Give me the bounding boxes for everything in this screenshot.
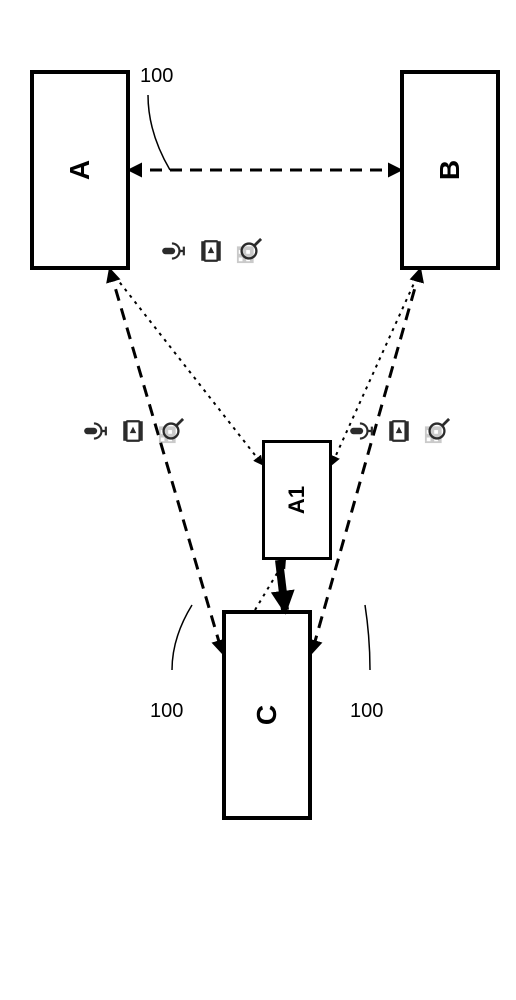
video-icon [120, 418, 146, 444]
callout-hook-2 [365, 605, 370, 670]
edge-A-C [110, 270, 222, 652]
video-icon [198, 238, 224, 264]
node-A1-label: A1 [284, 486, 310, 514]
microphone-icon [82, 418, 108, 444]
magnifier-icon [236, 238, 262, 264]
node-A: A [30, 70, 130, 270]
video-icon [386, 418, 412, 444]
icon-group-A-C [82, 418, 184, 444]
node-B: B [400, 70, 500, 270]
callout-hook-0 [148, 95, 170, 170]
icon-group-B-C [348, 418, 450, 444]
node-A-label: A [64, 160, 96, 180]
magnifier-icon [424, 418, 450, 444]
node-C-label: C [251, 705, 283, 725]
magnifier-icon [158, 418, 184, 444]
node-A1: A1 [262, 440, 332, 560]
node-C: C [222, 610, 312, 820]
diagram-canvas: A B A1 C [0, 0, 516, 1000]
callout-A-C: 100 [150, 700, 183, 723]
node-B-label: B [434, 160, 466, 180]
microphone-icon [160, 238, 186, 264]
edge-A1-C [279, 560, 285, 610]
callout-hook-1 [172, 605, 192, 670]
microphone-icon [348, 418, 374, 444]
edge-C-A1 [255, 560, 285, 610]
callout-A-B: 100 [140, 65, 173, 88]
callout-B-C: 100 [350, 700, 383, 723]
icon-group-A-B [160, 238, 262, 264]
